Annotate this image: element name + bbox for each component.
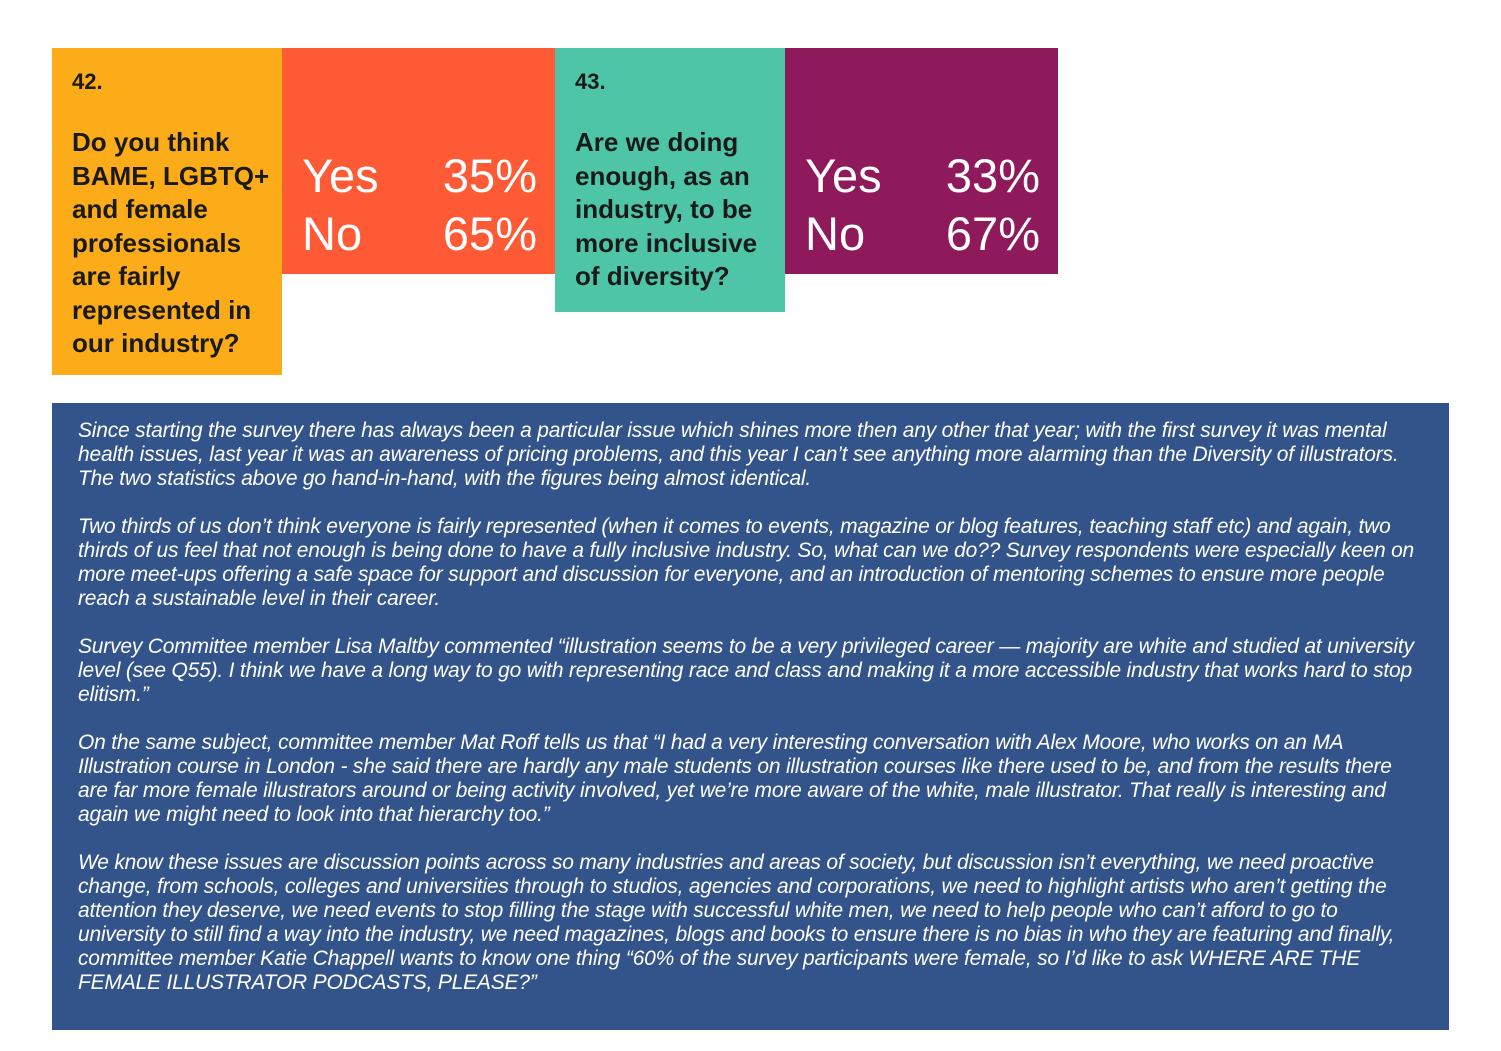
commentary-paragraph: On the same subject, committee member Ma… [78, 731, 1392, 826]
commentary-paragraph: We know these issues are discussion poin… [78, 851, 1395, 994]
answer-no-row: No 65% [302, 206, 537, 262]
answer-yes-row: Yes 35% [302, 148, 537, 204]
answer-percent: 33% [945, 149, 1040, 202]
answer-label: Yes [302, 149, 379, 202]
answer-percent: 67% [945, 207, 1040, 260]
question-43-results: Yes 33% No 67% [785, 48, 1058, 274]
question-42-box: 42. Do you think BAME, LGBTQ+ and female… [52, 48, 282, 375]
answer-label: No [302, 207, 363, 260]
commentary-paragraph: Since starting the survey there has alwa… [78, 419, 1399, 490]
commentary-paragraph: Survey Committee member Lisa Maltby comm… [78, 635, 1414, 706]
question-text: Do you think BAME, LGBTQ+ and female pro… [72, 127, 270, 358]
question-text: Are we doing enough, as an industry, to … [575, 127, 758, 291]
answer-label: No [805, 207, 866, 260]
commentary-panel: Since starting the survey there has alwa… [52, 403, 1449, 1030]
question-number: 43. [575, 69, 606, 94]
commentary-paragraph: Two thirds of us don’t think everyone is… [78, 515, 1415, 610]
answer-yes-row: Yes 33% [805, 148, 1040, 204]
answer-percent: 35% [442, 149, 537, 202]
question-42-results: Yes 35% No 65% [282, 48, 555, 274]
question-number: 42. [72, 69, 103, 94]
answer-percent: 65% [442, 207, 537, 260]
answer-no-row: No 67% [805, 206, 1040, 262]
answer-label: Yes [805, 149, 882, 202]
question-43-box: 43. Are we doing enough, as an industry,… [555, 48, 785, 312]
